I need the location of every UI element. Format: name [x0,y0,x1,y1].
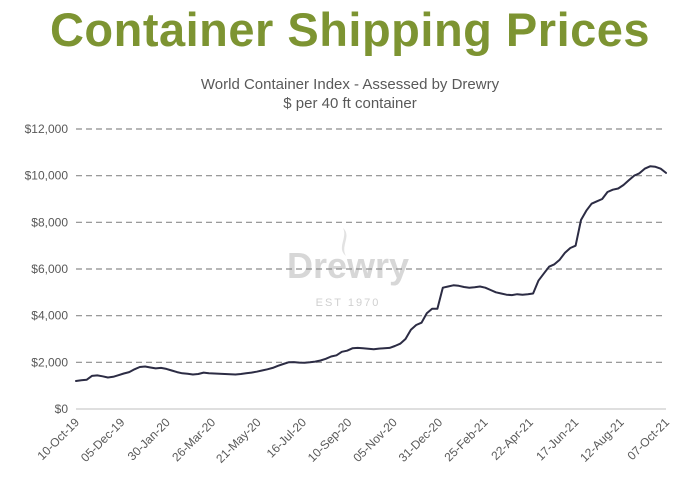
x-tick-label: 05-Nov-20 [350,415,400,465]
watermark-logo-text: Drewry [287,245,409,286]
x-tick-label: 31-Dec-20 [396,415,446,465]
y-tick-label: $2,000 [31,355,68,369]
y-tick-label: $6,000 [31,262,68,276]
x-tick-label: 07-Oct-21 [624,415,672,463]
y-tick-label: $4,000 [31,309,68,323]
x-tick-label: 22-Apr-21 [488,415,536,463]
x-tick-label: 10-Oct-19 [34,415,82,463]
x-tick-label: 30-Jan-20 [125,415,173,463]
x-tick-label: 05-Dec-19 [78,415,128,465]
y-tick-label: $10,000 [25,169,69,183]
x-tick-label: 25-Feb-21 [442,415,491,464]
chart-title: World Container Index - Assessed by Drew… [200,76,500,93]
x-tick-label: 12-Aug-21 [577,415,627,465]
watermark-flame-icon [341,228,347,256]
x-tick-label: 21-May-20 [213,415,264,466]
chart-title-block: World Container Index - Assessed by Drew… [0,75,700,113]
watermark-est-text: EST 1970 [316,297,381,309]
page-headline: Container Shipping Prices [49,3,651,56]
y-tick-label: $12,000 [25,122,69,136]
x-tick-label: 16-Jul-20 [264,415,310,461]
series-line [75,165,667,382]
x-tick-label: 26-Mar-20 [169,415,218,464]
x-tick-label: 17-Jun-21 [533,415,581,463]
y-tick-label: $8,000 [31,215,68,229]
x-tick-label: 10-Sep-20 [305,415,355,465]
chart-subtitle: $ per 40 ft container [283,95,417,112]
y-tick-label: $0 [55,402,69,416]
